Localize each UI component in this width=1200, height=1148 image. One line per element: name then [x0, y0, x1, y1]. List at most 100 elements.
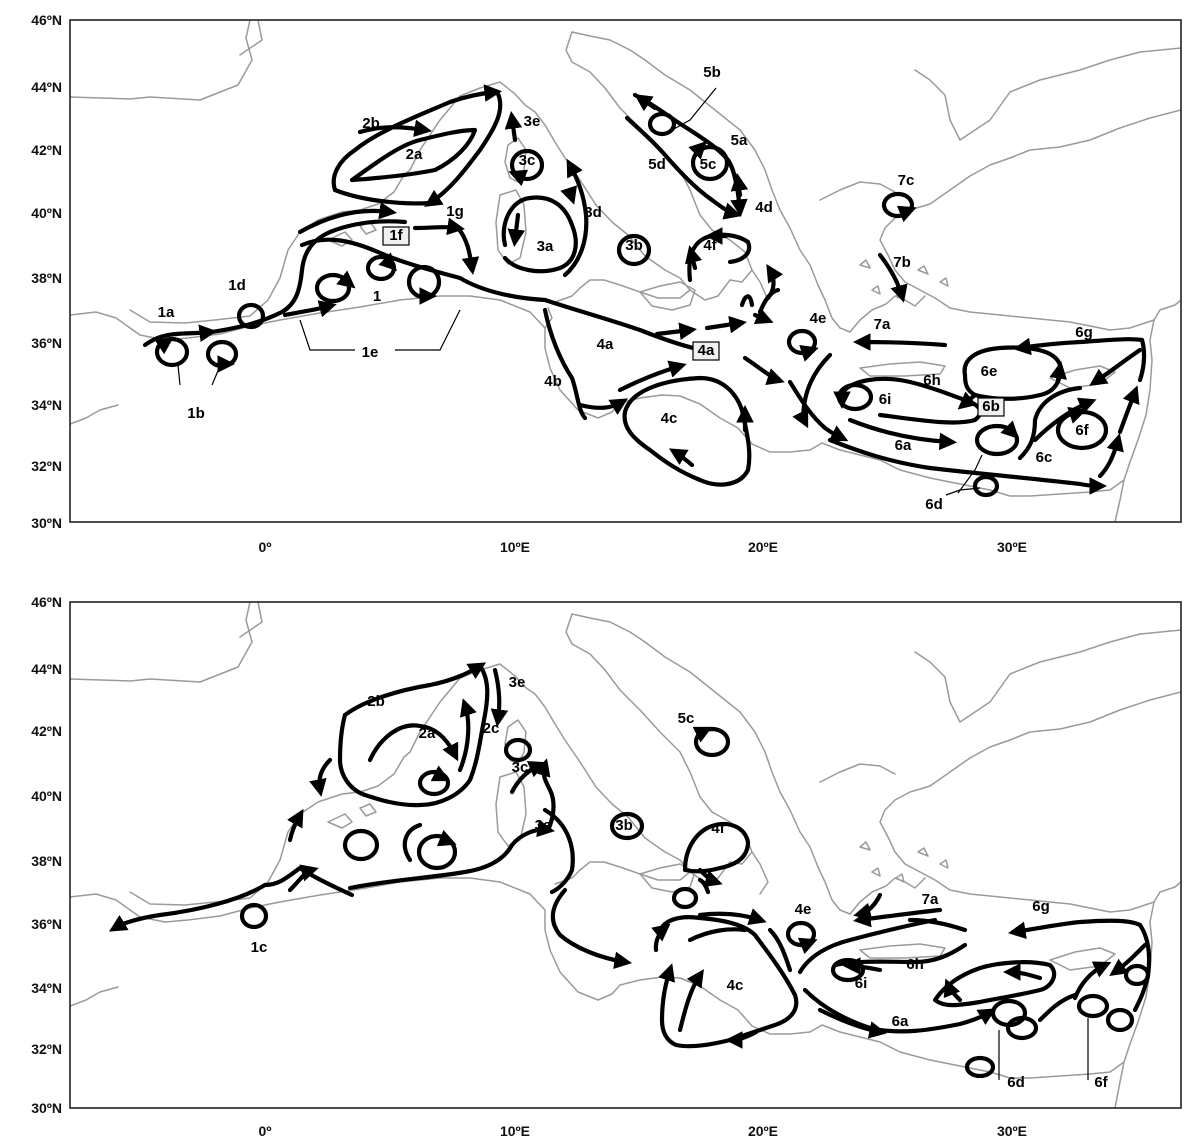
region-label-1e: 1e: [362, 344, 379, 361]
region-label-1g: 1g: [446, 203, 464, 220]
region-label-box: [977, 397, 1005, 417]
region-label-4e: 4e: [810, 310, 827, 327]
bottom-y-tick-44: 44ºN: [31, 661, 62, 677]
top-map-frame: [69, 19, 1182, 523]
bottom-y-tick-34: 34ºN: [31, 980, 62, 996]
region-label-5b: 5b: [703, 64, 721, 81]
region-label-2b: 2b: [367, 693, 385, 710]
region-label-3e: 3e: [509, 674, 526, 691]
region-label-5a: 5a: [731, 132, 748, 149]
region-label-4f: 4f: [711, 820, 725, 837]
region-label-4c: 4c: [661, 410, 678, 427]
region-label-4f: 4f: [703, 237, 717, 254]
region-label-7b: 7b: [893, 254, 911, 271]
top-y-tick-38: 38ºN: [31, 270, 62, 286]
region-label-6i: 6i: [879, 391, 892, 408]
region-label-7a: 7a: [922, 891, 939, 908]
top-y-tick-36: 36ºN: [31, 335, 62, 351]
region-label-box: [692, 341, 720, 361]
top-y-tick-42: 42ºN: [31, 142, 62, 158]
top-y-axis: 46ºN 44ºN 42ºN 40ºN 38ºN 36ºN 34ºN 32ºN …: [31, 12, 62, 531]
bottom-y-tick-32: 32ºN: [31, 1041, 62, 1057]
top-y-tick-32: 32ºN: [31, 458, 62, 474]
bottom-y-axis: 46ºN 44ºN 42ºN 40ºN 38ºN 36ºN 34ºN 32ºN …: [31, 594, 62, 1116]
region-label-1a: 1a: [158, 304, 175, 321]
region-label-6g: 6g: [1075, 324, 1093, 341]
top-x-tick-0: 0º: [259, 539, 272, 555]
bottom-x-axis: 0º 10ºE 20ºE 30ºE: [259, 1123, 1027, 1139]
region-label-3a: 3a: [537, 238, 554, 255]
region-label-6a: 6a: [895, 437, 912, 454]
region-label-1f: 1f: [389, 227, 403, 244]
region-label-6f: 6f: [1094, 1074, 1108, 1091]
region-label-1: 1: [373, 288, 381, 305]
bottom-x-tick-10e: 10ºE: [500, 1123, 530, 1139]
region-label-6a: 6a: [892, 1013, 909, 1030]
top-x-axis: 0º 10ºE 20ºE 30ºE: [259, 539, 1027, 555]
region-label-3c: 3c: [519, 152, 536, 169]
bottom-y-tick-42: 42ºN: [31, 723, 62, 739]
top-y-tick-40: 40ºN: [31, 205, 62, 221]
top-y-tick-30: 30ºN: [31, 515, 62, 531]
region-label-2a: 2a: [406, 146, 423, 163]
region-label-4a: 4a: [698, 342, 715, 359]
top-leader-lines: [177, 87, 983, 496]
region-label-4a: 4a: [597, 336, 614, 353]
bottom-y-tick-38: 38ºN: [31, 853, 62, 869]
region-label-6i: 6i: [855, 975, 868, 992]
bottom-eddies: [239, 726, 1151, 1079]
bottom-labels: 1c 2b 2a 2c 3e 3c 3a 3b 4f 5c 4e 4c 6a 6d 6f 6g 6h 6i 7a: [251, 674, 1109, 1091]
region-label-6h: 6h: [923, 372, 941, 389]
top-x-tick-30e: 30ºE: [997, 539, 1027, 555]
region-label-4b: 4b: [544, 373, 562, 390]
region-label-4c: 4c: [727, 977, 744, 994]
region-label-7c: 7c: [898, 172, 915, 189]
region-label-4e: 4e: [795, 901, 812, 918]
region-label-4d: 4d: [755, 199, 773, 216]
region-label-5c: 5c: [678, 710, 695, 727]
bottom-current-paths: [108, 662, 1152, 1049]
region-label-5d: 5d: [648, 156, 666, 173]
region-label-6d: 6d: [925, 496, 943, 513]
bottom-map-frame: [69, 601, 1182, 1109]
top-x-tick-20e: 20ºE: [748, 539, 778, 555]
region-label-2b: 2b: [362, 115, 380, 132]
region-label-5c: 5c: [700, 156, 717, 173]
region-label-6g: 6g: [1032, 898, 1050, 915]
region-label-6c: 6c: [1036, 449, 1053, 466]
top-panel-map: 46ºN 44ºN 42ºN 40ºN 38ºN 36ºN 34ºN 32ºN …: [31, 12, 1182, 555]
region-label-3d: 3d: [584, 204, 602, 221]
top-y-tick-34: 34ºN: [31, 397, 62, 413]
bottom-y-tick-30: 30ºN: [31, 1100, 62, 1116]
top-x-tick-10e: 10ºE: [500, 539, 530, 555]
region-label-1b: 1b: [187, 405, 205, 422]
bottom-panel-map: 46ºN 44ºN 42ºN 40ºN 38ºN 36ºN 34ºN 32ºN …: [31, 594, 1182, 1139]
bottom-y-tick-46: 46ºN: [31, 594, 62, 610]
region-label-6f: 6f: [1075, 422, 1089, 439]
top-current-paths: [142, 84, 1147, 495]
region-label-box: [382, 226, 410, 246]
region-label-6e: 6e: [981, 363, 998, 380]
region-label-7a: 7a: [874, 316, 891, 333]
bottom-x-tick-20e: 20ºE: [748, 1123, 778, 1139]
bottom-leader-lines: [998, 1018, 1089, 1080]
region-label-3e: 3e: [524, 113, 541, 130]
bottom-y-tick-36: 36ºN: [31, 916, 62, 932]
region-label-3a: 3a: [535, 817, 552, 834]
region-label-3b: 3b: [615, 817, 633, 834]
bottom-x-tick-0: 0º: [259, 1123, 272, 1139]
region-label-6b: 6b: [982, 398, 1000, 415]
top-eddies: [154, 111, 1109, 498]
region-label-3c: 3c: [512, 759, 529, 776]
top-labels: 1a 1d 1b 1 1e 1f 1g 2b 2a 3e 3c 3d 3a 3b 4a 4a 4b 4c 4d 4e 4…: [158, 64, 1093, 513]
region-label-3b: 3b: [625, 237, 643, 254]
region-label-1c: 1c: [251, 939, 268, 956]
region-label-2c: 2c: [483, 720, 500, 737]
bottom-y-tick-40: 40ºN: [31, 788, 62, 804]
bottom-coastlines: [70, 602, 1181, 1108]
region-label-6h: 6h: [906, 956, 924, 973]
region-label-6d: 6d: [1007, 1074, 1025, 1091]
region-label-1d: 1d: [228, 277, 246, 294]
bottom-x-tick-30e: 30ºE: [997, 1123, 1027, 1139]
